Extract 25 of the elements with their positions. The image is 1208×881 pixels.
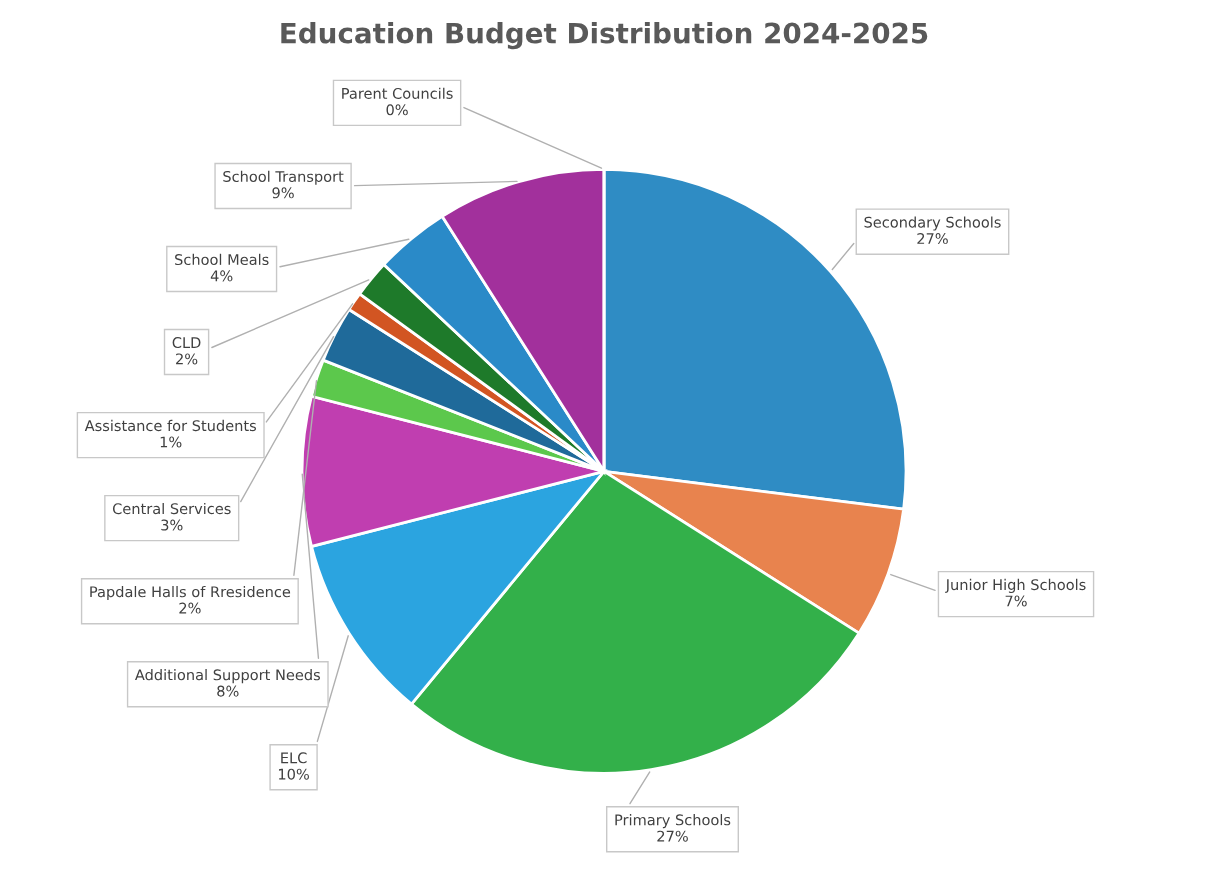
slice-label: Secondary Schools xyxy=(864,216,1001,231)
data-label: 9% xyxy=(272,187,294,199)
category-label: Parent Councils xyxy=(342,87,453,99)
data-label: 2% xyxy=(179,602,201,614)
slice-label: Primary Schools xyxy=(615,814,731,829)
slice-label: Junior High Schools xyxy=(944,578,1086,593)
data-label: 4% xyxy=(210,270,233,282)
slice-label: School Transport xyxy=(223,170,344,185)
chart-title: Education Budget Distribution 2024-2025 xyxy=(281,22,928,50)
slice-label: School Meals xyxy=(175,253,269,266)
data-label: 8% xyxy=(217,685,239,697)
data-label: 1% xyxy=(160,436,182,448)
data-label: 27% xyxy=(917,233,948,245)
text: 0% xyxy=(386,104,408,116)
data-label: 2% xyxy=(176,353,198,365)
data-label: 3% xyxy=(161,519,183,531)
data-label: 27% xyxy=(657,830,688,842)
data-label: 7% xyxy=(1005,595,1027,607)
slice-label: CLD xyxy=(172,337,201,349)
slice-label: Additional Support Needs xyxy=(134,669,320,684)
slice-label: Papdale Halls of Rresidence xyxy=(90,585,291,601)
slice-label: Central Services xyxy=(112,502,231,515)
data-label: 10% xyxy=(278,768,309,780)
slice-label: Assistance for Students xyxy=(84,419,257,432)
slice-label: ELC xyxy=(281,752,307,764)
